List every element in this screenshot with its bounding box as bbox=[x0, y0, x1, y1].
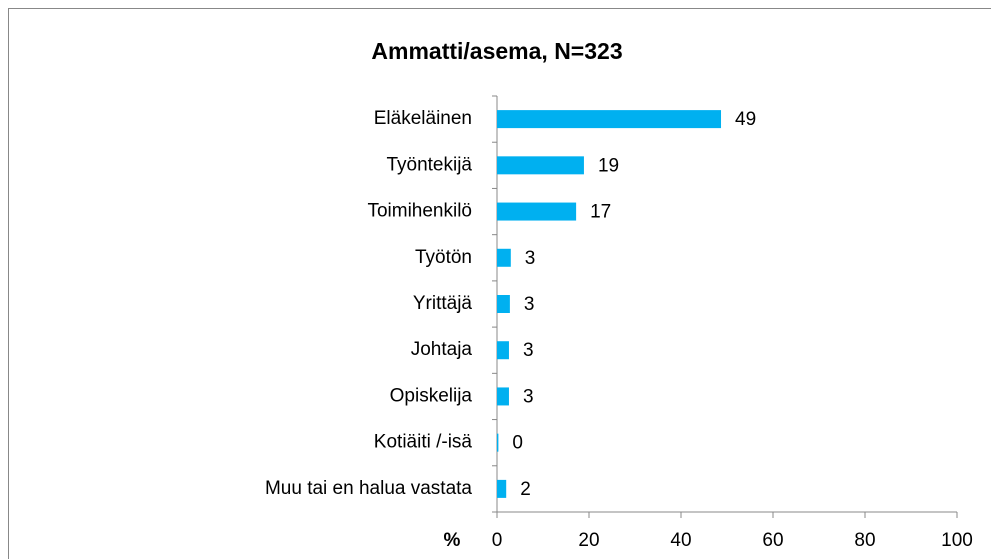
value-label: 3 bbox=[523, 386, 534, 407]
chart-title: Ammatti/asema, N=323 bbox=[371, 38, 622, 64]
y-tick-label: Johtaja bbox=[411, 339, 473, 360]
y-tick-label: Muu tai en halua vastata bbox=[265, 478, 472, 499]
x-tick-label: 0 bbox=[492, 530, 503, 551]
bar bbox=[497, 202, 577, 221]
value-label: 0 bbox=[512, 433, 523, 454]
y-tick-label: Yrittäjä bbox=[413, 293, 473, 314]
value-label: 3 bbox=[525, 248, 536, 269]
x-tick-label: 40 bbox=[670, 530, 691, 551]
y-tick-label: Työntekijä bbox=[386, 154, 472, 175]
value-label: 3 bbox=[523, 340, 534, 361]
y-tick-label: Kotiäiti /-isä bbox=[374, 432, 473, 453]
value-label: 19 bbox=[598, 155, 619, 176]
x-tick-label: 20 bbox=[578, 530, 599, 551]
y-tick-label: Toimihenkilö bbox=[367, 201, 472, 222]
y-tick-label: Eläkeläinen bbox=[374, 108, 472, 129]
x-tick-label: 80 bbox=[854, 530, 875, 551]
x-tick-label: 60 bbox=[762, 530, 783, 551]
bar bbox=[497, 110, 722, 129]
y-tick-label: Työtön bbox=[415, 247, 472, 268]
bar bbox=[497, 387, 509, 406]
chart-frame bbox=[8, 8, 991, 559]
value-label: 2 bbox=[520, 479, 531, 500]
bar bbox=[497, 341, 509, 360]
y-tick-label: Opiskelija bbox=[390, 385, 473, 406]
x-axis-label: % bbox=[444, 530, 461, 551]
value-label: 3 bbox=[524, 294, 535, 315]
bar bbox=[497, 248, 511, 267]
bar bbox=[497, 156, 584, 175]
value-label: 17 bbox=[590, 202, 611, 223]
value-label: 49 bbox=[735, 109, 756, 130]
x-tick-label: 100 bbox=[941, 530, 973, 551]
bar bbox=[497, 479, 507, 498]
bar bbox=[497, 433, 499, 452]
bar bbox=[497, 295, 510, 313]
